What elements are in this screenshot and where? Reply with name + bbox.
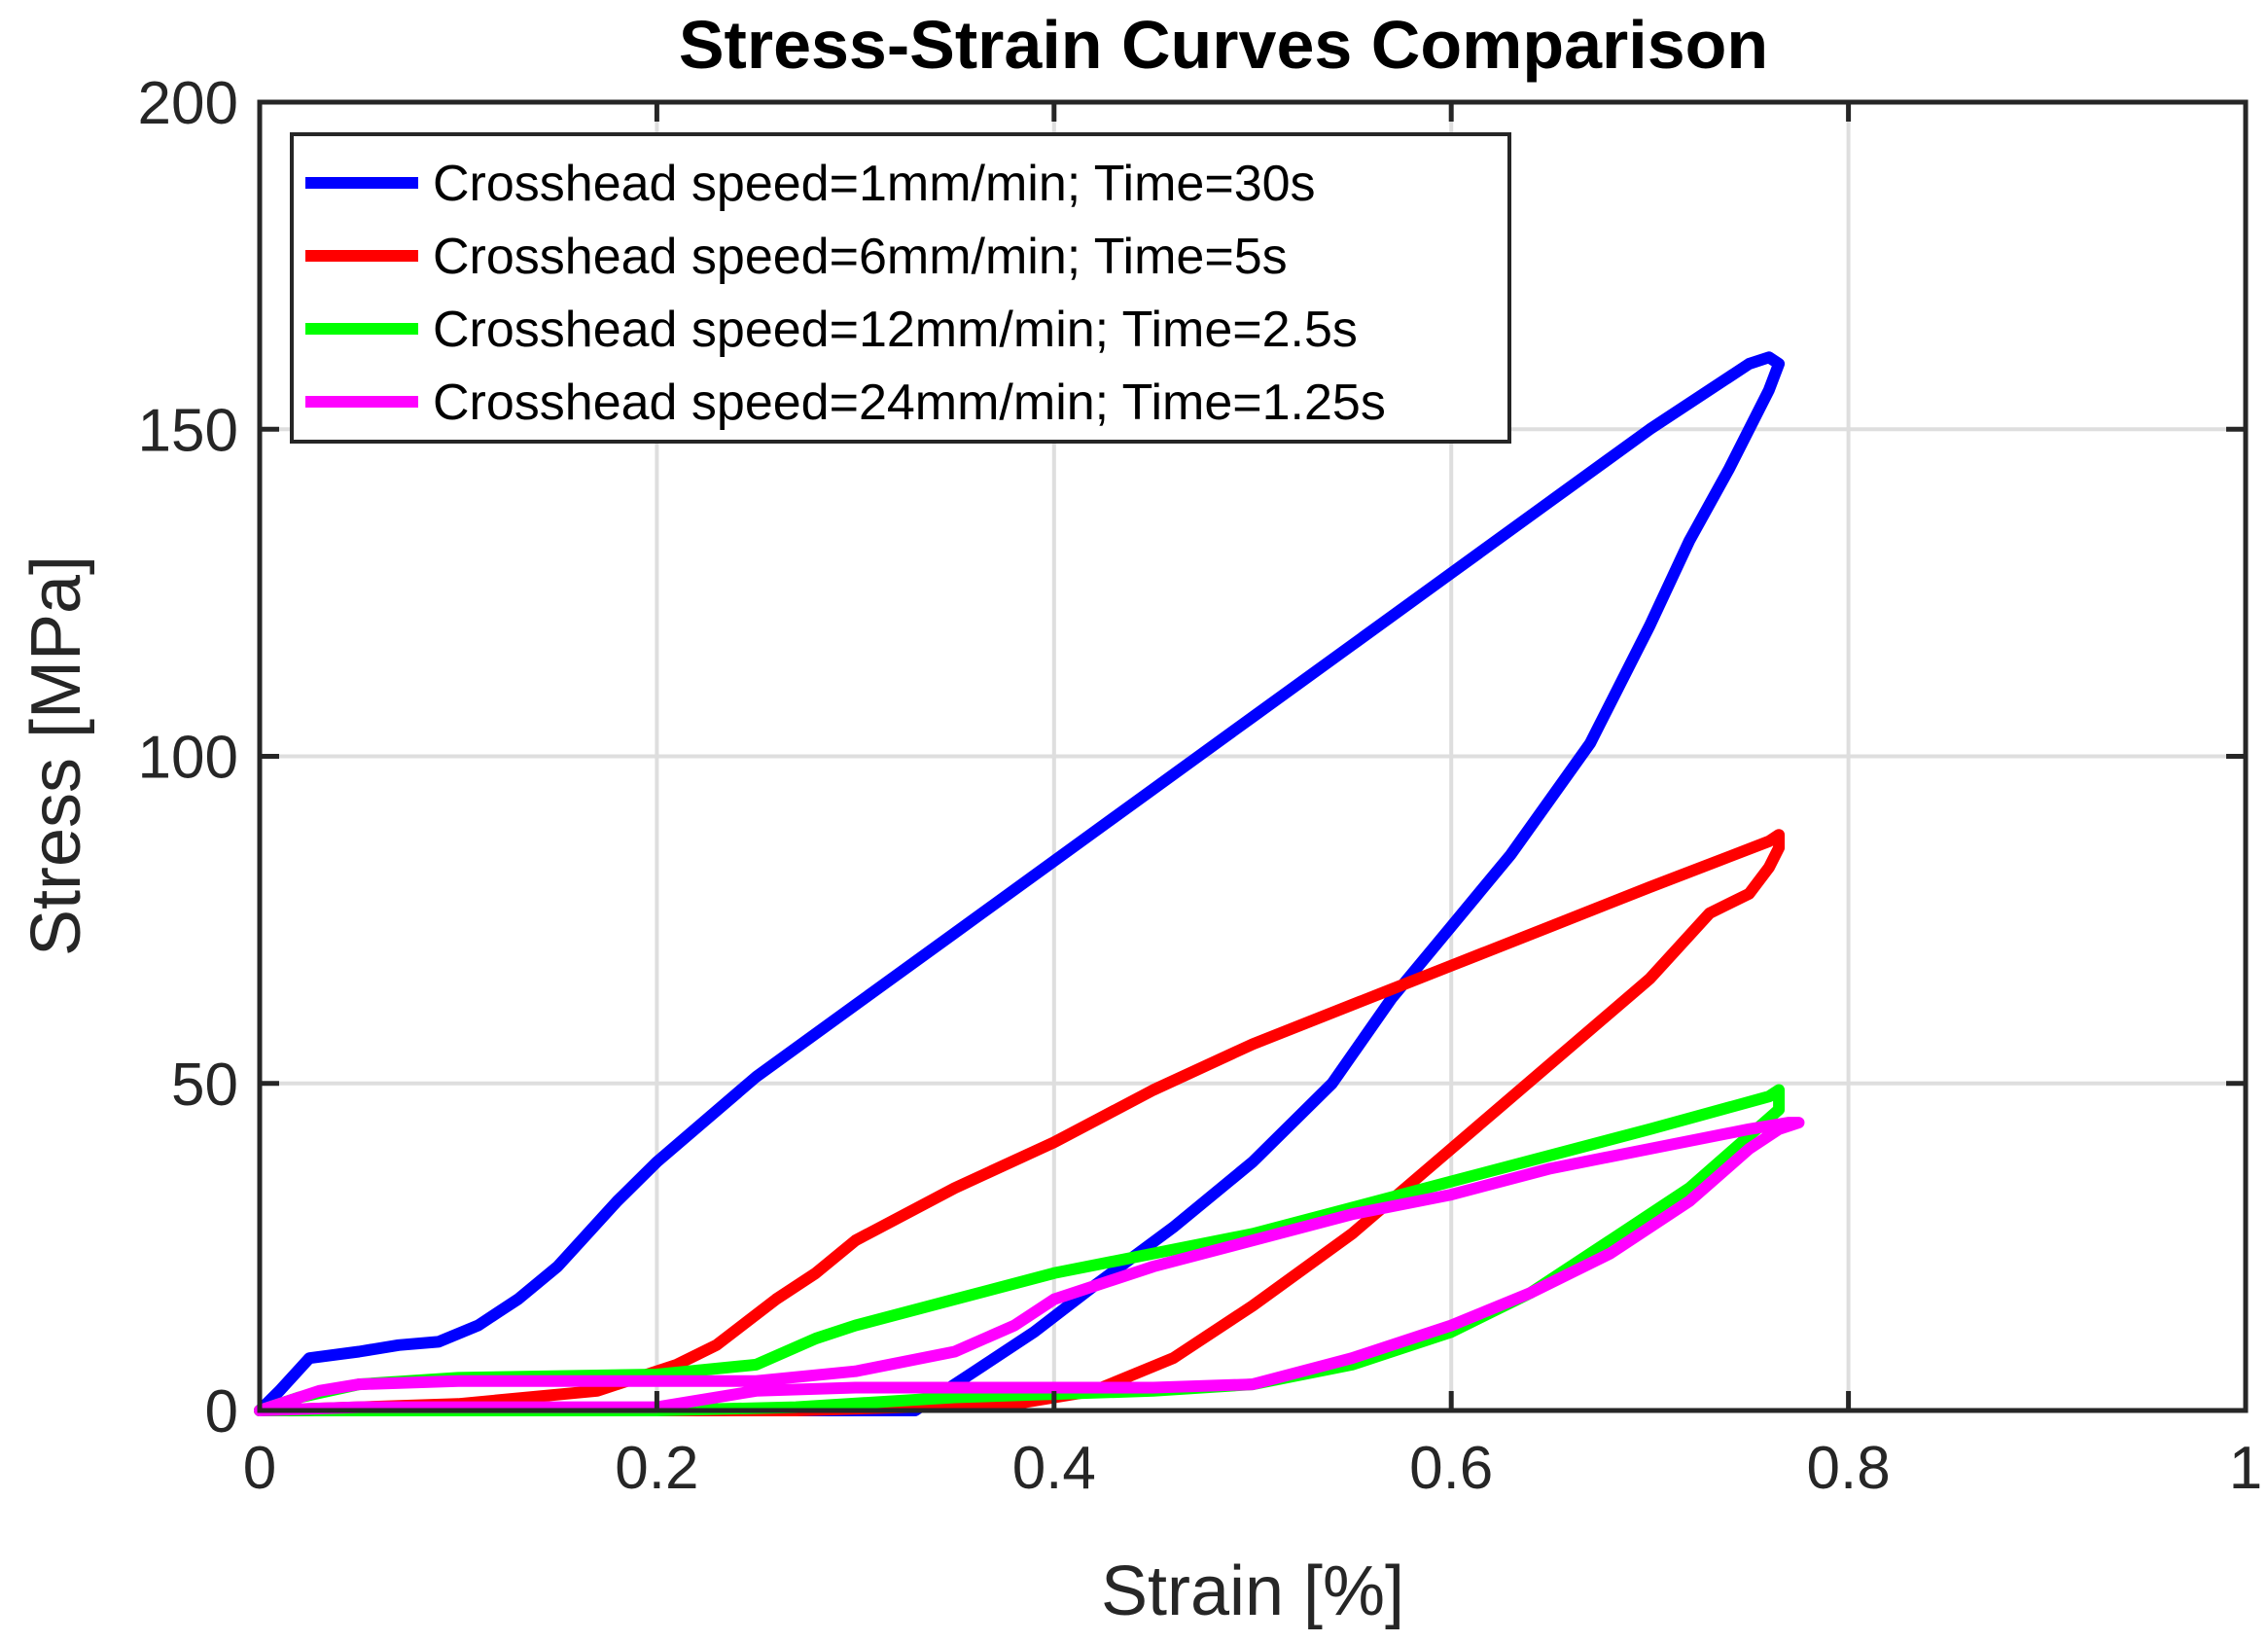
axis-ticks — [257, 99, 2249, 1413]
legend-box — [290, 132, 1511, 444]
axis-tick-labels: 0 0.2 0.4 0.6 0.8 1 0 50 100 150 200 — [138, 70, 2263, 1502]
x-tick-label: 0.6 — [1409, 1435, 1493, 1502]
legend-label-4: Crosshead speed=24mm/min; Time=1.25s — [433, 375, 1386, 431]
series-line-2 — [254, 829, 1786, 1416]
legend-label-2: Crosshead speed=6mm/min; Time=5s — [433, 229, 1288, 285]
y-tick-label: 200 — [138, 70, 238, 137]
y-tick-label: 150 — [138, 397, 238, 464]
legend-label-1: Crosshead speed=1mm/min; Time=30s — [433, 156, 1316, 212]
x-tick-label: 0.4 — [1012, 1435, 1096, 1502]
x-tick-label: 1 — [2229, 1435, 2262, 1502]
legend-label-3: Crosshead speed=12mm/min; Time=2.5s — [433, 302, 1358, 358]
y-tick-label: 0 — [205, 1378, 238, 1446]
x-tick-label: 0.8 — [1806, 1435, 1890, 1502]
y-tick-label: 50 — [171, 1052, 238, 1119]
series-line-1 — [254, 351, 1786, 1416]
chart-title: Stress-Strain Curves Comparison — [679, 7, 1768, 83]
series-layer — [254, 351, 1805, 1416]
y-tick-label: 100 — [138, 725, 238, 792]
x-tick-label: 0 — [243, 1435, 276, 1502]
series-line-4 — [254, 1117, 1805, 1416]
legend: Crosshead speed=1mm/min; Time=30s Crosshe… — [290, 132, 1511, 444]
y-axis-label: Stress [MPa] — [18, 555, 95, 956]
x-axis-label: Strain [%] — [1101, 1553, 1404, 1630]
x-tick-label: 0.2 — [615, 1435, 698, 1502]
